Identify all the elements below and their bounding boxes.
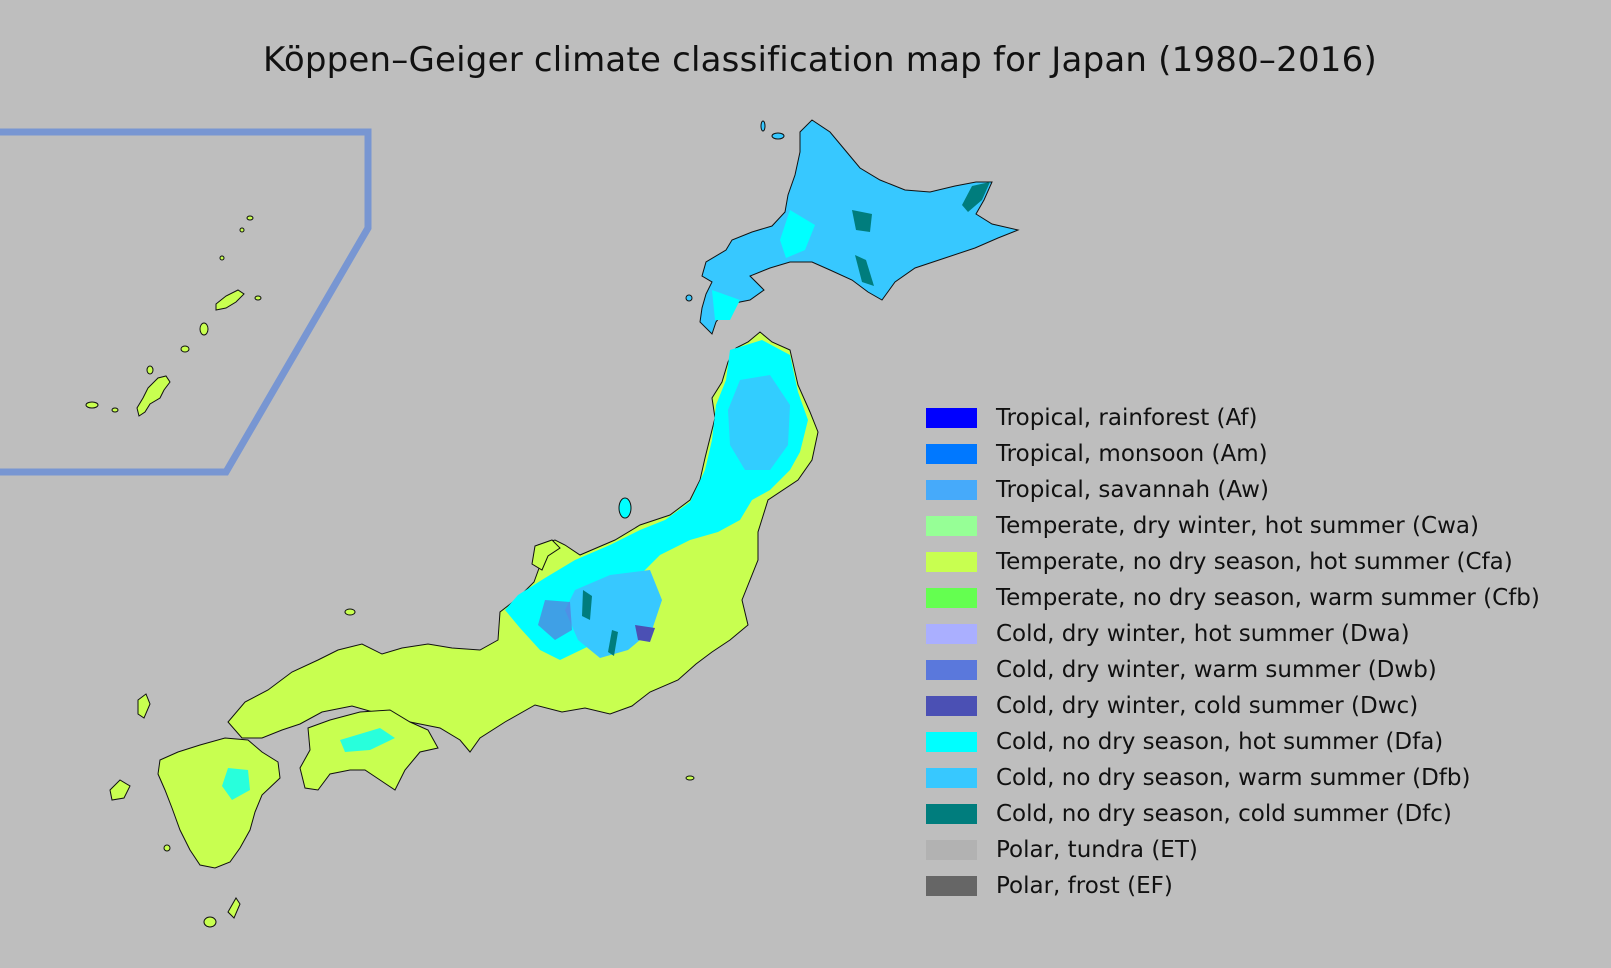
legend-label: Temperate, no dry season, warm summer (C…: [996, 585, 1540, 611]
legend-swatch: [926, 660, 977, 680]
legend-label: Temperate, no dry season, hot summer (Cf…: [996, 549, 1513, 575]
legend-label: Tropical, savannah (Aw): [996, 477, 1269, 503]
legend-label: Cold, no dry season, cold summer (Dfc): [996, 801, 1452, 827]
legend-label: Cold, no dry season, warm summer (Dfb): [996, 765, 1471, 791]
ryukyu-islands: [85, 215, 262, 417]
legend-label: Polar, tundra (ET): [996, 837, 1198, 863]
legend-item: Cold, dry winter, hot summer (Dwa): [926, 616, 1540, 652]
legend-label: Cold, no dry season, hot summer (Dfa): [996, 729, 1444, 755]
legend: Tropical, rainforest (Af) Tropical, monso…: [926, 400, 1540, 904]
legend-swatch: [926, 696, 977, 716]
okinawa-inset-frame: [0, 128, 372, 476]
legend-swatch: [926, 840, 977, 860]
legend-label: Cold, dry winter, cold summer (Dwc): [996, 693, 1419, 719]
legend-item: Tropical, savannah (Aw): [926, 472, 1540, 508]
legend-swatch: [926, 876, 977, 896]
legend-swatch: [926, 768, 977, 788]
legend-swatch: [926, 516, 977, 536]
legend-item: Cold, dry winter, warm summer (Dwb): [926, 652, 1540, 688]
legend-swatch: [926, 552, 977, 572]
legend-label: Tropical, rainforest (Af): [996, 405, 1258, 431]
legend-item: Polar, frost (EF): [926, 868, 1540, 904]
honshu: [227, 331, 819, 791]
legend-swatch: [926, 444, 977, 464]
legend-item: Cold, no dry season, hot summer (Dfa): [926, 724, 1540, 760]
legend-swatch: [926, 588, 977, 608]
legend-item: Temperate, no dry season, warm summer (C…: [926, 580, 1540, 616]
legend-swatch: [926, 624, 977, 644]
map-title: Köppen–Geiger climate classification map…: [263, 40, 1377, 80]
legend-label: Cold, dry winter, warm summer (Dwb): [996, 657, 1437, 683]
legend-swatch: [926, 804, 977, 824]
legend-label: Polar, frost (EF): [996, 873, 1173, 899]
legend-swatch: [926, 732, 977, 752]
legend-item: Cold, no dry season, warm summer (Dfb): [926, 760, 1540, 796]
legend-swatch: [926, 408, 977, 428]
legend-item: Temperate, no dry season, hot summer (Cf…: [926, 544, 1540, 580]
legend-item: Cold, dry winter, cold summer (Dwc): [926, 688, 1540, 724]
legend-item: Temperate, dry winter, hot summer (Cwa): [926, 508, 1540, 544]
legend-item: Cold, no dry season, cold summer (Dfc): [926, 796, 1540, 832]
kyushu: [109, 693, 281, 928]
legend-label: Temperate, dry winter, hot summer (Cwa): [996, 513, 1479, 539]
legend-item: Polar, tundra (ET): [926, 832, 1540, 868]
legend-item: Tropical, monsoon (Am): [926, 436, 1540, 472]
legend-label: Cold, dry winter, hot summer (Dwa): [996, 621, 1410, 647]
legend-item: Tropical, rainforest (Af): [926, 400, 1540, 436]
hokkaido: [685, 119, 1020, 335]
legend-swatch: [926, 480, 977, 500]
legend-label: Tropical, monsoon (Am): [996, 441, 1268, 467]
